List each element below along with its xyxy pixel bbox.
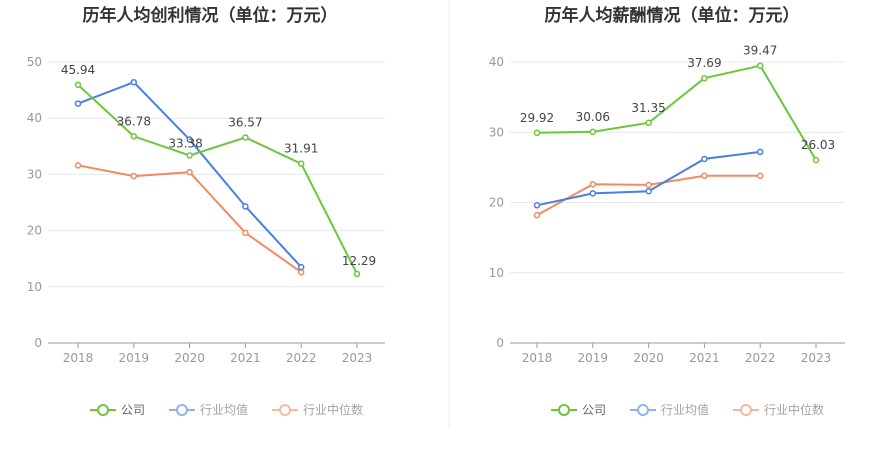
data-point[interactable] [74,81,82,89]
data-point[interactable] [701,155,708,163]
chart-1: 历年人均创利情况（单位：万元） 0 10 20 30 40 50 2018 2019 2020 20… [27,5,385,417]
data-point[interactable] [186,168,193,176]
data-label: 36.78 [117,114,151,128]
data-point[interactable] [74,100,82,107]
data-point[interactable] [353,270,361,278]
chart-title: 历年人均创利情况（单位：万元） [83,5,338,26]
x-tick-label: 2019 [119,351,150,365]
chart-title: 历年人均薪酬情况（单位：万元） [545,5,800,26]
x-tick-label: 2023 [801,351,832,365]
series-line-3 [77,164,302,274]
x-tick-label: 2021 [230,351,261,365]
y-tick-label: 30 [27,167,42,181]
data-label: 26.03 [801,138,835,152]
legend-marker [558,404,570,416]
data-point[interactable] [533,202,541,209]
data-point[interactable] [589,180,597,188]
x-tick-label: 2020 [174,351,205,365]
data-label: 29.92 [520,111,554,125]
data-point[interactable] [242,134,249,141]
data-point[interactable] [297,263,305,271]
x-tick-label: 2022 [745,351,776,365]
data-label: 31.35 [631,101,665,115]
legend-item-2[interactable]: 行业均值 [630,402,709,417]
series-line-1 [77,84,358,275]
legend-item-2[interactable]: 行业均值 [169,402,248,417]
data-point[interactable] [812,156,820,164]
y-tick-label: 10 [27,280,42,294]
series-line-1 [536,64,817,161]
legend-marker [279,404,291,416]
data-point[interactable] [297,160,305,167]
data-label: 30.06 [576,110,610,124]
x-tick-label: 2018 [63,351,94,365]
data-point[interactable] [645,188,652,195]
y-tick-label: 10 [489,266,504,280]
data-label: 12.29 [342,254,376,268]
data-point[interactable] [186,152,193,159]
data-point[interactable] [130,78,138,86]
legend-label: 行业均值 [661,402,709,417]
data-label: 31.91 [284,142,318,156]
y-tick-label: 20 [489,196,504,210]
data-point[interactable] [701,172,708,180]
y-tick-label: 40 [27,111,42,125]
data-point[interactable] [756,62,764,69]
x-tick-label: 2018 [522,351,553,365]
data-point[interactable] [74,162,82,169]
data-point[interactable] [645,181,652,189]
legend-label: 公司 [582,403,606,417]
y-tick-label: 50 [27,55,42,69]
legend-marker [97,404,109,416]
legend-label: 行业中位数 [764,402,824,417]
legend-item-1[interactable]: 公司 [90,403,145,417]
data-point[interactable] [533,129,541,137]
series-line-2 [536,150,761,207]
data-point[interactable] [242,229,249,237]
x-tick-label: 2022 [286,351,317,365]
data-point[interactable] [589,128,597,136]
legend-marker [176,404,188,416]
x-tick-label: 2023 [342,351,373,365]
data-label: 36.57 [228,115,262,129]
legend-item-3[interactable]: 行业中位数 [733,402,824,417]
legend-item-1[interactable]: 公司 [551,403,606,417]
chart-2: 历年人均薪酬情况（单位：万元） 0 10 20 30 40 2018 2019 2020 2021… [489,5,845,417]
data-label: 45.94 [61,63,95,77]
data-point[interactable] [756,172,764,180]
y-tick-label: 30 [489,125,504,139]
data-label: 33.38 [168,136,202,150]
x-tick-label: 2021 [689,351,720,365]
data-label: 39.47 [743,44,777,58]
legend-item-3[interactable]: 行业中位数 [272,402,363,417]
y-tick-label: 0 [34,336,42,350]
data-point[interactable] [645,119,652,127]
data-point[interactable] [297,268,305,276]
x-tick-label: 2020 [633,351,664,365]
data-point[interactable] [130,133,138,140]
y-tick-label: 20 [27,224,42,238]
data-point[interactable] [589,190,597,197]
legend-marker [740,404,752,416]
data-point[interactable] [242,203,249,210]
y-tick-label: 0 [496,336,504,350]
data-point[interactable] [701,74,708,82]
x-tick-label: 2019 [578,351,609,365]
data-point[interactable] [130,172,138,180]
data-point[interactable] [533,211,541,219]
data-label: 37.69 [687,56,721,70]
legend-label: 公司 [121,403,145,417]
legend-label: 行业中位数 [303,402,363,417]
data-point[interactable] [756,148,764,156]
data-point[interactable] [186,136,193,143]
legend-label: 行业均值 [200,402,248,417]
y-tick-label: 40 [489,55,504,69]
legend-marker [637,404,649,416]
